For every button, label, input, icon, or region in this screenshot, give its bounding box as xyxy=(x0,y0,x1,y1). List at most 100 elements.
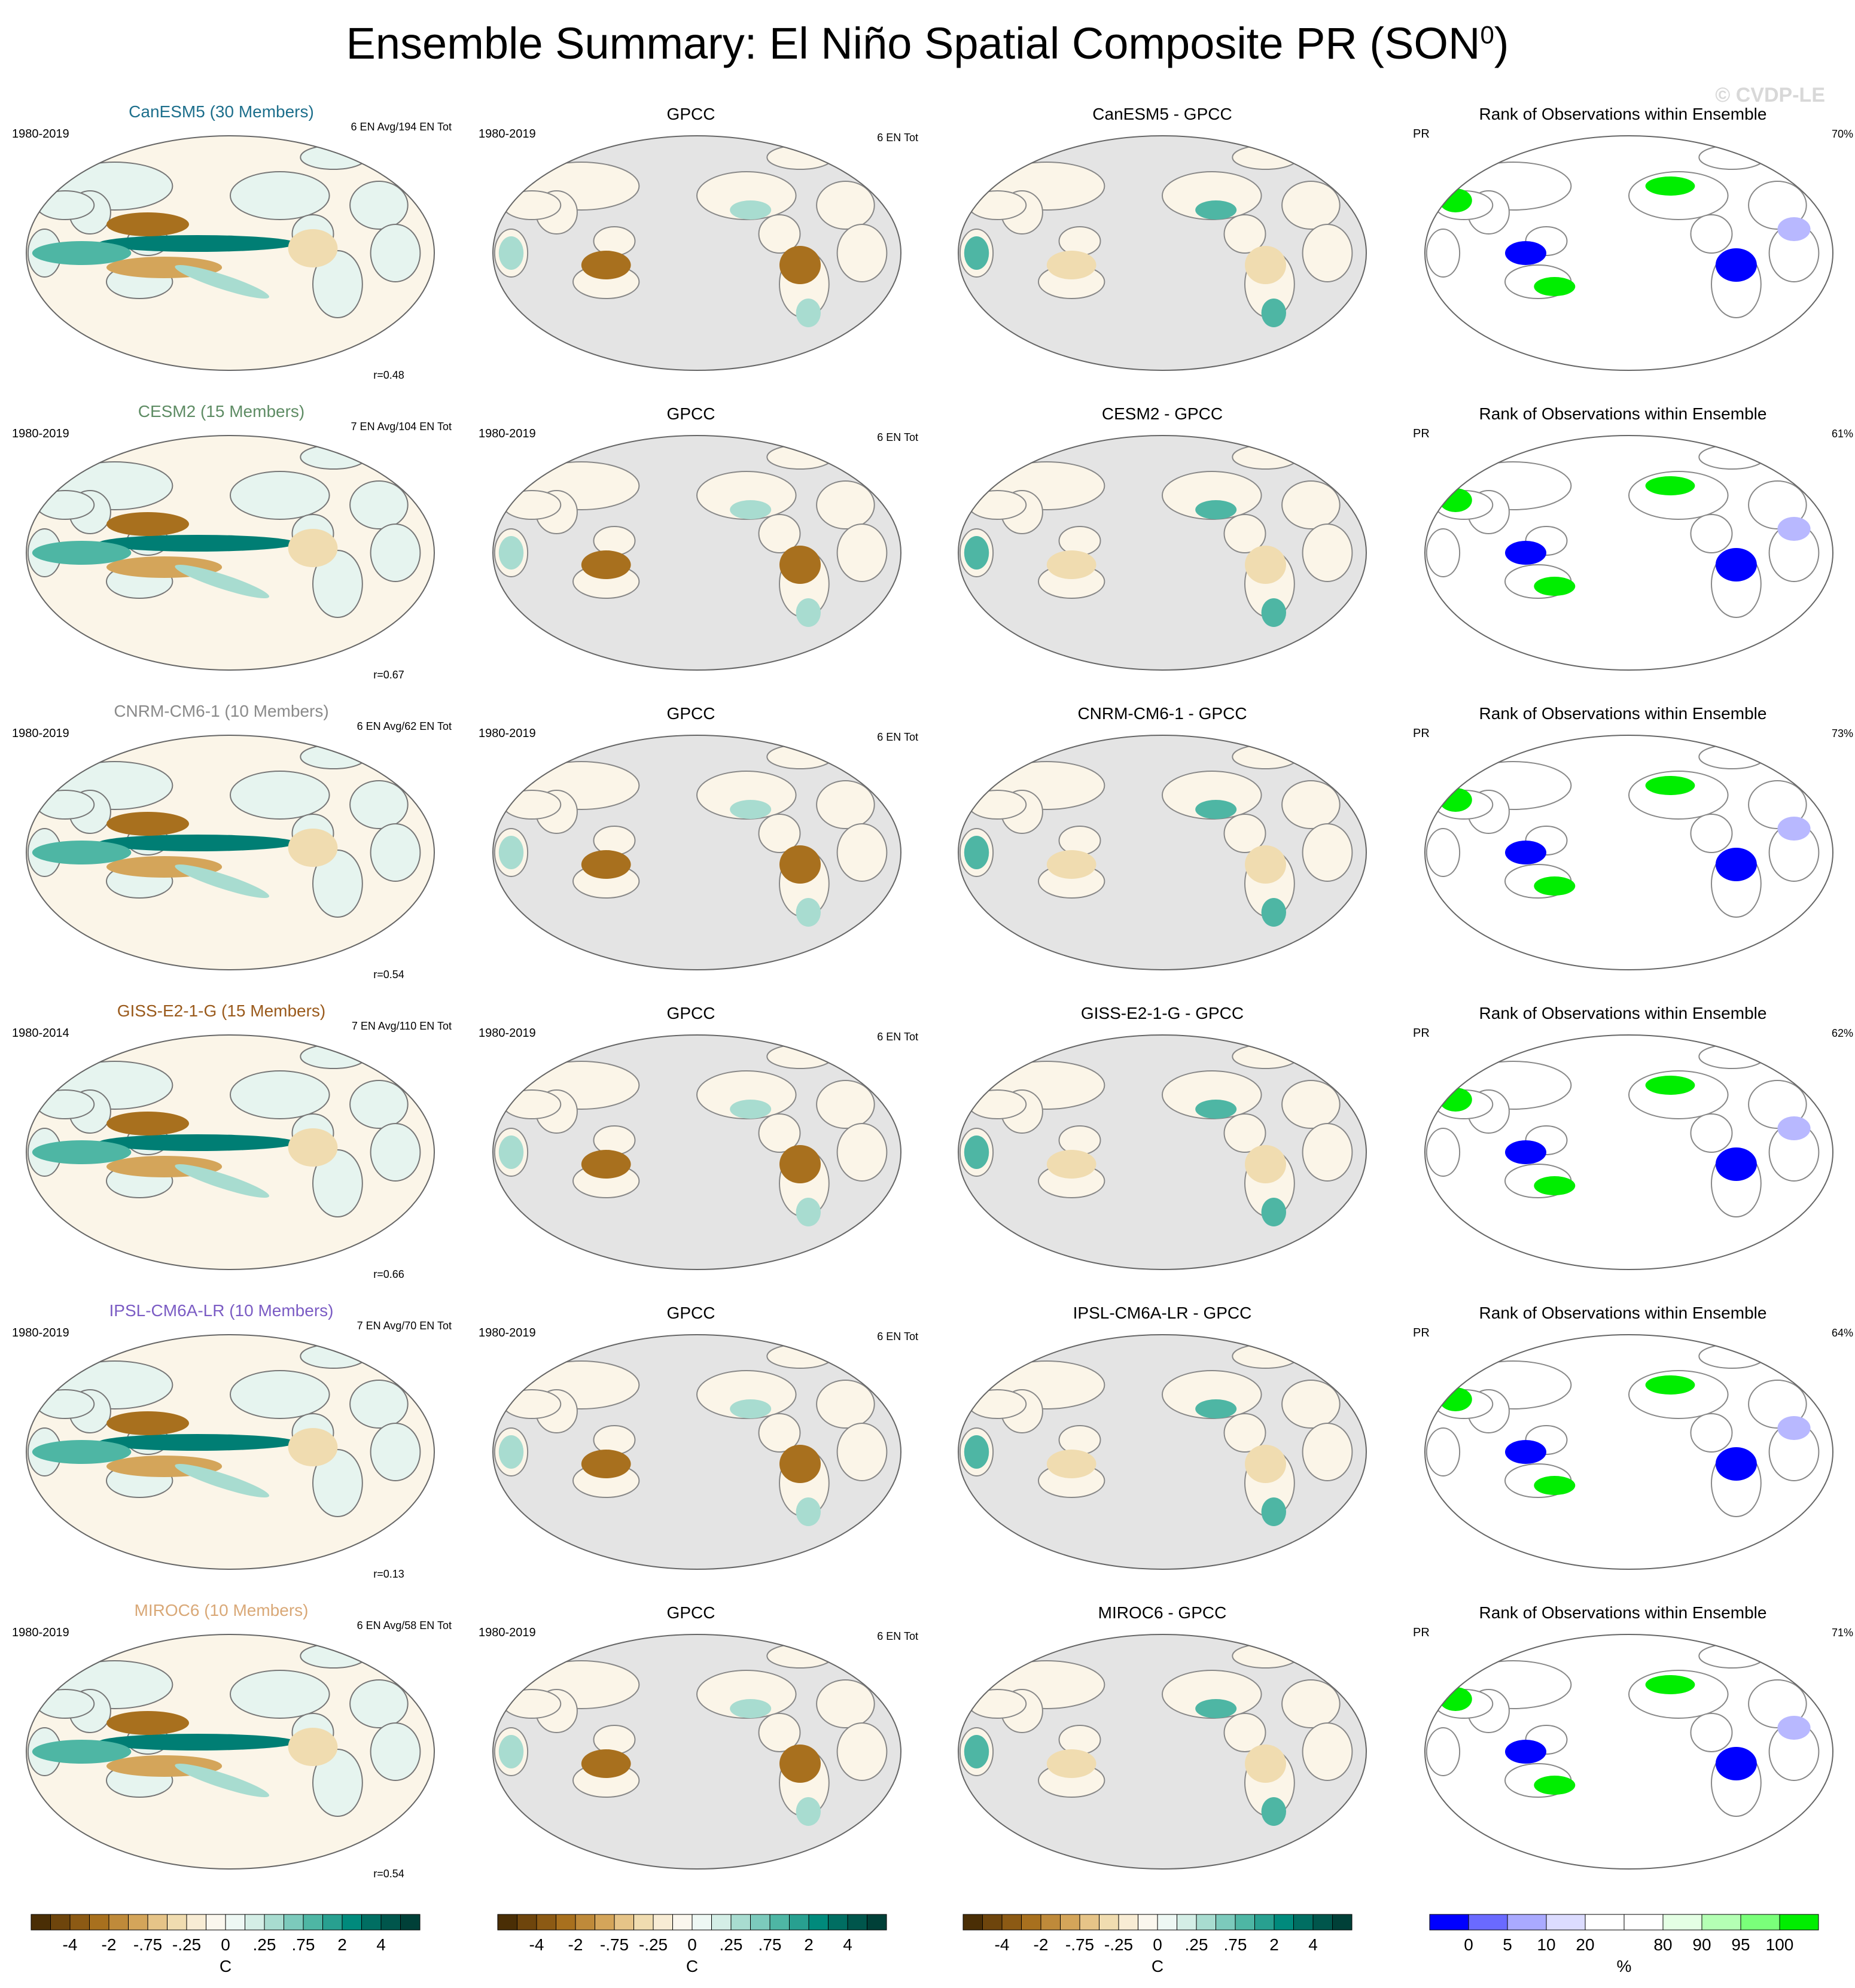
land-mass-2 xyxy=(502,790,562,820)
land-mass-5 xyxy=(1162,1070,1262,1119)
land-mass-11 xyxy=(766,445,834,470)
land-mass-5 xyxy=(230,1070,330,1119)
map-panel-2 xyxy=(958,735,1367,970)
continents xyxy=(959,445,1353,618)
land-mass-5 xyxy=(230,1370,330,1419)
land-mass-9 xyxy=(370,224,421,282)
colorbar-tick-label: 100 xyxy=(1766,1935,1794,1954)
east-africa-wet xyxy=(498,236,524,270)
land-mass-8 xyxy=(349,480,409,529)
east-africa-wet xyxy=(964,1435,989,1469)
land-mass-7 xyxy=(312,1149,363,1217)
rank-high-australia xyxy=(1534,277,1576,296)
colorbar-tick-label: .25 xyxy=(253,1935,276,1954)
south-america-anomaly xyxy=(779,1745,821,1783)
map-panel-2 xyxy=(958,1634,1367,1870)
map-outline xyxy=(26,735,435,970)
indian-ocean-wet xyxy=(32,841,132,864)
colorbar-swatch xyxy=(1099,1914,1119,1931)
colorbar-tick-label: .25 xyxy=(720,1935,743,1954)
land-mass-9 xyxy=(836,1123,888,1182)
colorbar-swatch xyxy=(1118,1914,1138,1931)
colorbar-swatch xyxy=(147,1914,167,1931)
land-mass-2 xyxy=(502,1089,562,1119)
colorbar-swatch xyxy=(730,1914,751,1931)
land-mass-8 xyxy=(349,181,409,230)
map-outline xyxy=(26,135,435,371)
east-africa-wet xyxy=(964,836,989,869)
colorbar-tick-label: 0 xyxy=(687,1935,697,1954)
equatorial-wet-band xyxy=(98,835,297,851)
map-panel-3 xyxy=(1424,1634,1833,1870)
land-mass-11 xyxy=(300,1643,367,1669)
colorbar-tick-label: .75 xyxy=(1224,1935,1247,1954)
land-mass-11 xyxy=(1698,744,1766,769)
continents xyxy=(494,1643,888,1817)
land-mass-6 xyxy=(1690,1713,1733,1752)
land-mass-10 xyxy=(1425,528,1461,577)
land-mass-10 xyxy=(1425,828,1461,877)
land-mass-8 xyxy=(349,1380,409,1429)
colorbar-swatch xyxy=(982,1914,1003,1931)
colorbar-swatch xyxy=(128,1914,148,1931)
title-superscript: 0 xyxy=(1480,20,1494,49)
east-africa-wet xyxy=(964,1735,989,1768)
colorbar-swatch xyxy=(167,1914,187,1931)
land-mass-11 xyxy=(300,1344,367,1369)
maritime-land-anomaly xyxy=(1046,850,1096,879)
east-africa-wet xyxy=(498,836,524,869)
map-panel-2 xyxy=(958,135,1367,371)
land-mass-2 xyxy=(502,1689,562,1719)
land-mass-6 xyxy=(758,214,801,254)
land-mass-2 xyxy=(967,790,1027,820)
land-mass-8 xyxy=(816,1080,875,1129)
continents xyxy=(27,1344,421,1517)
map-body xyxy=(493,1634,901,1869)
colorbar-swatch xyxy=(750,1914,770,1931)
model-event-counts: 6 EN Avg/62 EN Tot xyxy=(357,720,452,732)
map-outline xyxy=(958,1334,1367,1570)
map-panel-1 xyxy=(492,435,901,671)
rank-low-maritime xyxy=(1505,1140,1546,1164)
obs-period: 1980-2019 xyxy=(479,1027,536,1040)
rank-high-north-america xyxy=(1645,1675,1695,1694)
land-mass-5 xyxy=(1162,1670,1262,1719)
rank-high-australia xyxy=(1534,1776,1576,1795)
colorbar-swatch xyxy=(264,1914,284,1931)
colorbar-tick-label: 4 xyxy=(376,1935,386,1954)
colorbar-swatch xyxy=(1585,1914,1625,1931)
land-mass-9 xyxy=(1302,224,1353,282)
rank-high-europe xyxy=(1439,1387,1472,1411)
se-south-america-wet xyxy=(796,1797,821,1826)
south-america-anomaly xyxy=(1245,845,1286,884)
land-mass-6 xyxy=(1223,814,1266,853)
atlantic-dry xyxy=(288,829,338,867)
land-mass-8 xyxy=(1281,1380,1341,1429)
colorbar-swatch xyxy=(1312,1914,1333,1931)
colorbar-swatch xyxy=(595,1914,615,1931)
se-south-america-wet xyxy=(1261,1497,1286,1526)
maritime-land-anomaly xyxy=(1046,1749,1096,1778)
land-mass-11 xyxy=(1698,1643,1766,1669)
map-outline xyxy=(26,1034,435,1270)
colorbar-rank: 0 5 10 20 80 90 95 100% xyxy=(1429,1914,1819,1975)
land-mass-5 xyxy=(1162,471,1262,520)
rank-low-maritime xyxy=(1505,541,1546,565)
diff-title: CESM2 - GPCC xyxy=(1102,404,1223,423)
rank-title: Rank of Observations within Ensemble xyxy=(1479,704,1767,723)
land-mass-6 xyxy=(758,1413,801,1453)
land-mass-7 xyxy=(312,1449,363,1517)
land-mass-6 xyxy=(1223,214,1266,254)
rank-low-south-america xyxy=(1715,848,1757,881)
map-panel-2 xyxy=(958,1034,1367,1270)
land-mass-5 xyxy=(230,771,330,820)
colorbar-swatch xyxy=(1429,1914,1469,1931)
colorbar-swatch xyxy=(69,1914,90,1931)
north-america-wet xyxy=(1195,1699,1237,1718)
obs-event-counts: 6 EN Tot xyxy=(877,731,918,743)
land-mass-6 xyxy=(758,814,801,853)
model-event-counts: 6 EN Avg/194 EN Tot xyxy=(351,121,452,133)
map-outline xyxy=(492,1034,901,1270)
se-south-america-wet xyxy=(1261,898,1286,927)
